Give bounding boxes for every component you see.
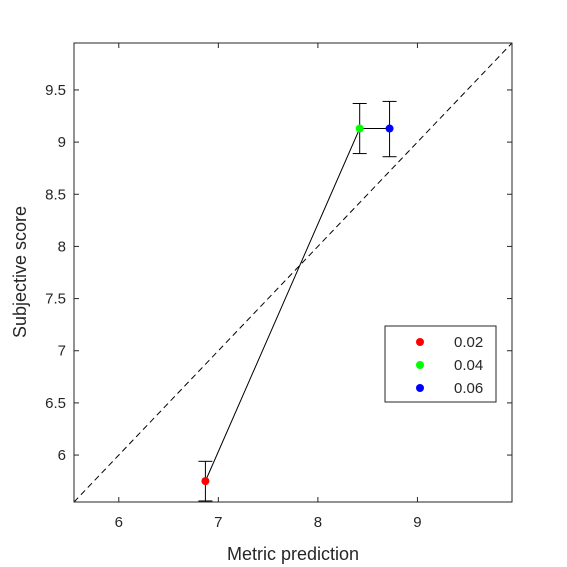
legend-marker-0.06 <box>416 384 424 392</box>
legend-marker-0.04 <box>416 361 424 369</box>
legend-label-0.02: 0.02 <box>454 334 483 351</box>
x-axis-title: Metric prediction <box>227 544 359 564</box>
data-point-0.06 <box>385 124 394 133</box>
plot-area <box>74 43 512 502</box>
y-tick-label: 7 <box>58 343 66 360</box>
y-tick-label: 8 <box>58 238 66 255</box>
y-tick-label: 6 <box>58 447 66 464</box>
axes-box <box>73 42 513 503</box>
y-axis-title: Subjective score <box>10 206 30 338</box>
y-tick-label: 9 <box>58 134 66 151</box>
legend-label-0.06: 0.06 <box>454 380 483 397</box>
legend-label-0.04: 0.04 <box>454 357 483 374</box>
x-tick-label: 7 <box>214 514 222 531</box>
x-tick-label: 9 <box>413 514 421 531</box>
legend-marker-0.02 <box>416 338 424 346</box>
y-tick-label: 9.5 <box>45 82 66 99</box>
connecting-line <box>204 128 390 482</box>
plot-contents <box>74 43 512 502</box>
y-tick-label: 7.5 <box>45 291 66 308</box>
reference-line <box>74 43 512 502</box>
x-tick-label: 8 <box>314 514 322 531</box>
axes: 6 7 8 9 6 6.5 7 7.5 8 8.5 9 9.5 <box>45 42 513 531</box>
legend: 0.02 0.04 0.06 <box>384 325 497 403</box>
x-tick-label: 6 <box>115 514 123 531</box>
data-point-0.02 <box>201 477 210 486</box>
y-tick-label: 8.5 <box>45 186 66 203</box>
legend-box <box>384 325 497 403</box>
data-point-0.04 <box>355 124 364 133</box>
y-tick-label: 6.5 <box>45 395 66 412</box>
